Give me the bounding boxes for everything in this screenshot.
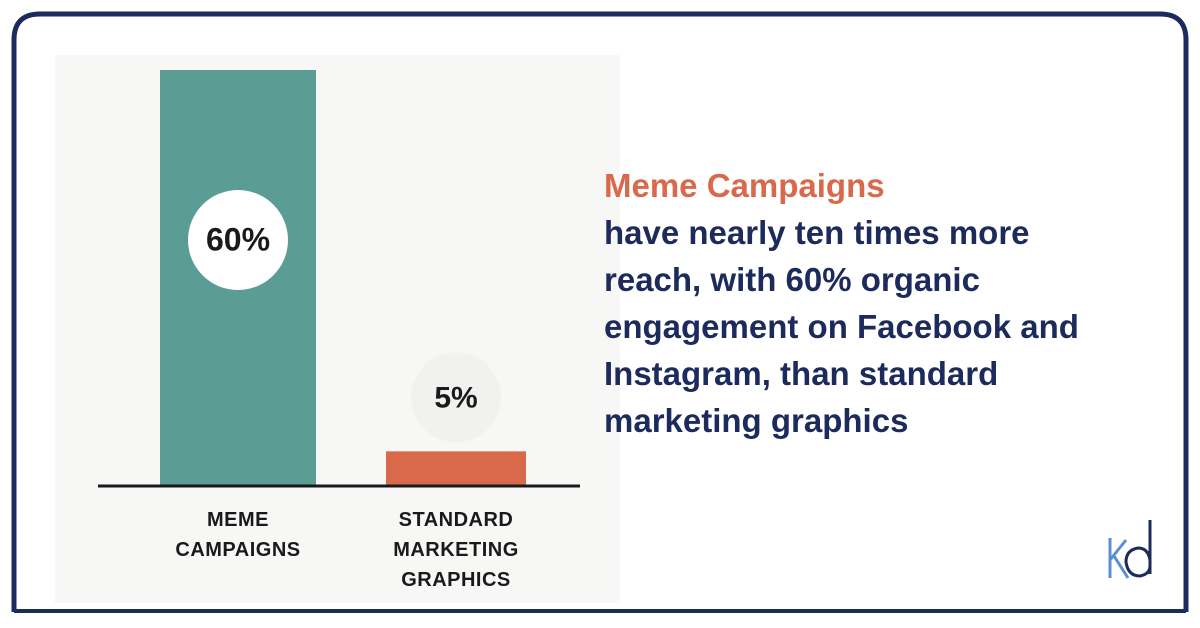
logo <box>1108 520 1152 579</box>
chart-background <box>55 55 620 603</box>
value-label-bg <box>188 190 288 290</box>
value-label: 5% <box>434 381 477 414</box>
x-tick-label: MEME CAMPAIGNS <box>175 509 301 561</box>
frame <box>11 11 1189 612</box>
headline: Meme Campaigns <box>604 167 885 204</box>
plot: 60% 5% <box>98 70 580 488</box>
value-label-bg <box>411 352 501 443</box>
x-tick-label: STANDARD MARKETING GRAPHICS <box>393 509 519 591</box>
value-label: 60% <box>206 221 270 257</box>
annotation: Meme Campaigns have nearly ten times mor… <box>604 162 1124 444</box>
annotation-text: have nearly ten times more reach, with 6… <box>604 214 1079 439</box>
bar <box>386 451 526 486</box>
